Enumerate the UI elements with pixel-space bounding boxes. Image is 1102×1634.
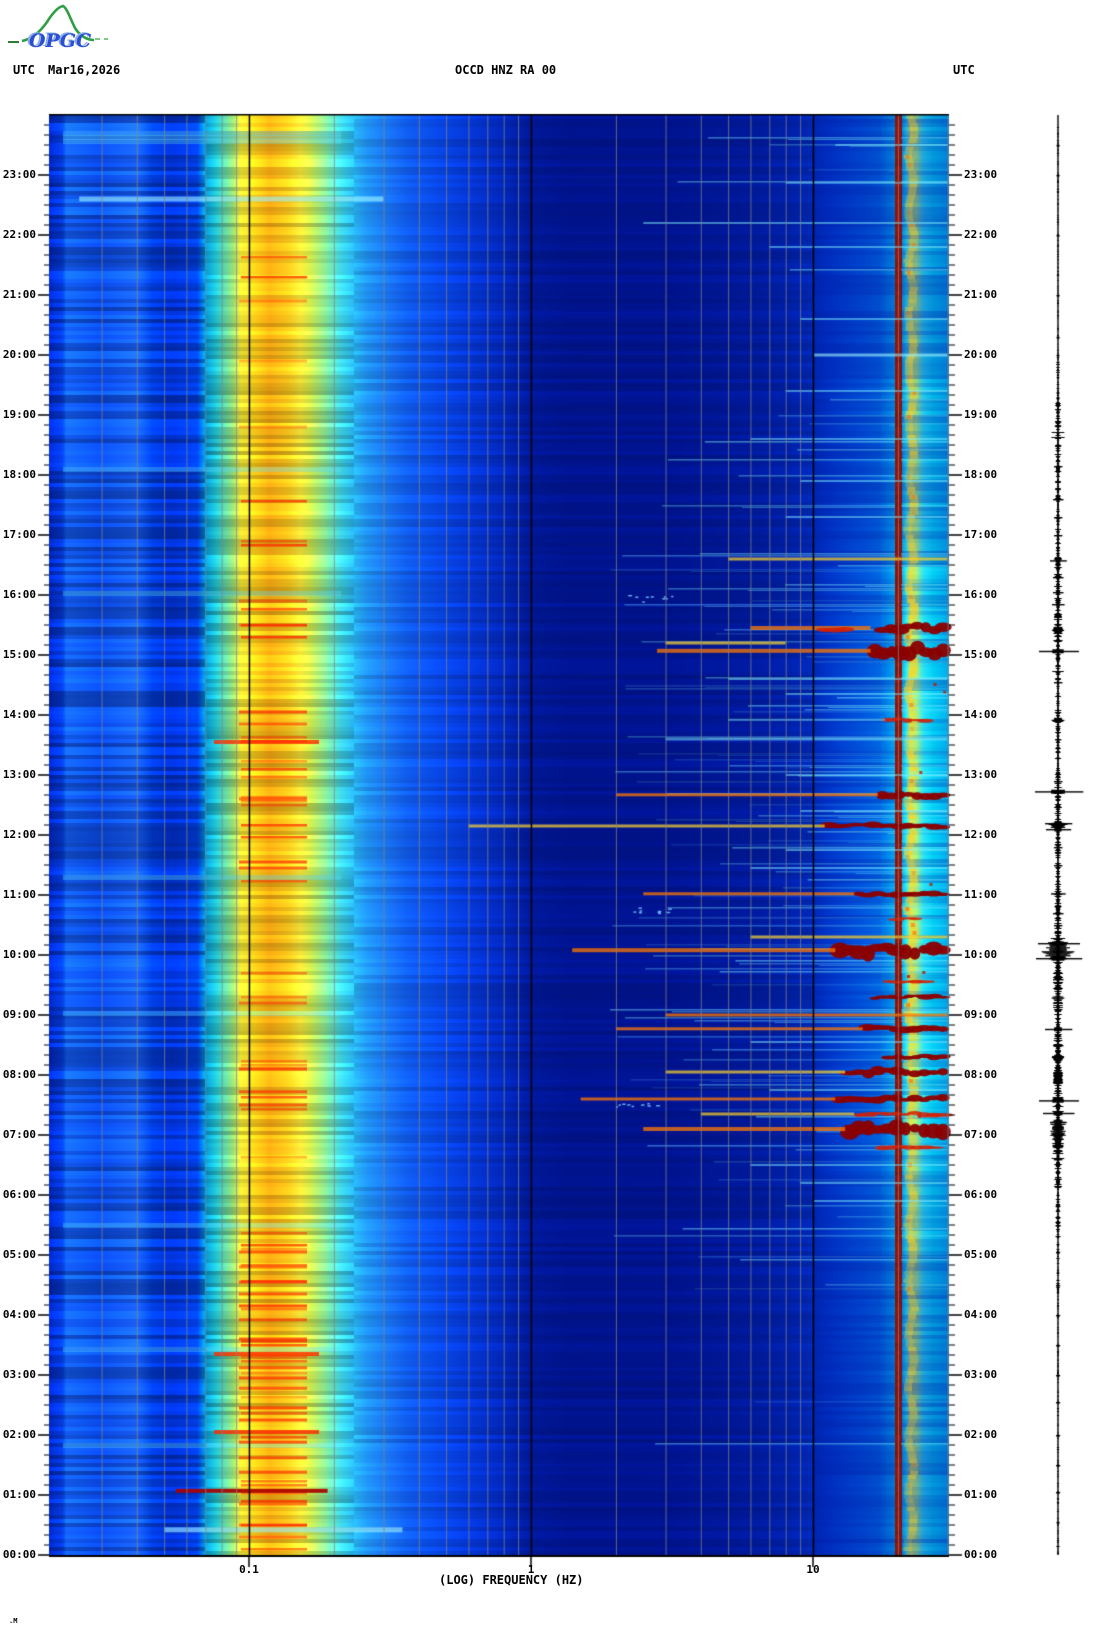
utc-label-left: UTC [13, 63, 35, 77]
date-label: Mar16,2026 [48, 63, 121, 77]
plot-title: OCCD HNZ RA 00 [455, 63, 557, 77]
x-axis-label: (LOG) FREQUENCY (HZ) [439, 1573, 584, 1587]
corner-mark: .M [9, 1617, 18, 1625]
utc-label-right: UTC [953, 63, 975, 77]
